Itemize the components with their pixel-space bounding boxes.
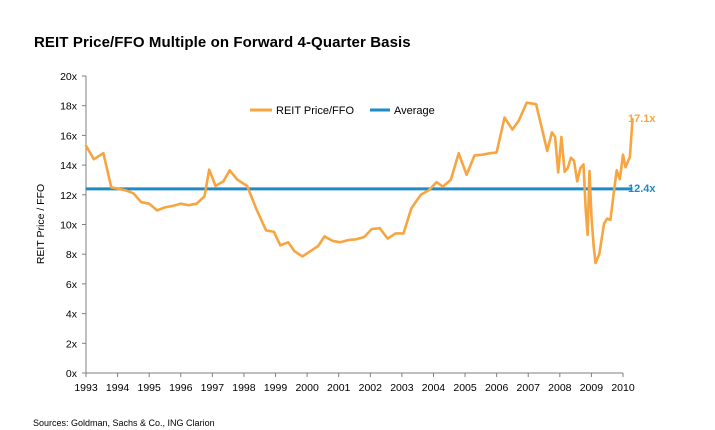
x-tick-label: 1999 bbox=[264, 382, 288, 394]
legend-label-reit: REIT Price/FFO bbox=[276, 105, 354, 117]
legend: REIT Price/FFO Average bbox=[250, 105, 435, 117]
x-tick-label: 2006 bbox=[485, 382, 509, 394]
y-tick-label: 0x bbox=[66, 368, 78, 380]
end-label-average: 12.4x bbox=[628, 183, 656, 195]
x-tick-label: 2010 bbox=[611, 382, 635, 394]
y-tick-label: 8x bbox=[66, 249, 78, 261]
x-tick-label: 1993 bbox=[74, 382, 98, 394]
y-tick-label: 10x bbox=[60, 220, 78, 232]
x-tick-label: 1995 bbox=[137, 382, 161, 394]
chart-title: REIT Price/FFO Multiple on Forward 4-Qua… bbox=[34, 34, 411, 51]
x-tick-label: 2004 bbox=[422, 382, 446, 394]
x-tick-label: 2000 bbox=[295, 382, 319, 394]
y-ticks: 0x 2x 4x 6x 8x 10x 12x 14x 16x 18x 20x bbox=[60, 71, 86, 380]
x-tick-label: 2005 bbox=[453, 382, 477, 394]
y-tick-label: 20x bbox=[60, 71, 78, 83]
y-tick-label: 16x bbox=[60, 130, 78, 142]
x-tick-label: 1998 bbox=[232, 382, 256, 394]
legend-label-average: Average bbox=[394, 105, 435, 117]
y-tick-label: 14x bbox=[60, 160, 78, 172]
end-label-reit: 17.1x bbox=[628, 113, 656, 125]
x-tick-label: 1997 bbox=[201, 382, 225, 394]
source-note: Sources: Goldman, Sachs & Co., ING Clari… bbox=[33, 418, 215, 428]
x-tick-label: 2008 bbox=[548, 382, 572, 394]
y-tick-label: 18x bbox=[60, 101, 78, 113]
x-tick-label: 2002 bbox=[359, 382, 383, 394]
reit-price-ffo-line bbox=[84, 101, 634, 265]
y-tick-label: 6x bbox=[66, 279, 78, 291]
y-tick-label: 4x bbox=[66, 309, 78, 321]
x-tick-label: 2009 bbox=[580, 382, 604, 394]
y-tick-label: 2x bbox=[66, 338, 78, 350]
x-tick-label: 2007 bbox=[517, 382, 541, 394]
x-tick-label: 1996 bbox=[169, 382, 193, 394]
y-tick-label: 12x bbox=[60, 190, 78, 202]
x-tick-label: 1994 bbox=[106, 382, 130, 394]
y-axis-label: REIT Price / FFO bbox=[35, 184, 47, 264]
x-tick-label: 2003 bbox=[390, 382, 414, 394]
x-tick-label: 2001 bbox=[327, 382, 351, 394]
x-ticks: 1993 1994 1995 1996 1997 1998 1999 2000 2001 2002… bbox=[74, 373, 635, 394]
